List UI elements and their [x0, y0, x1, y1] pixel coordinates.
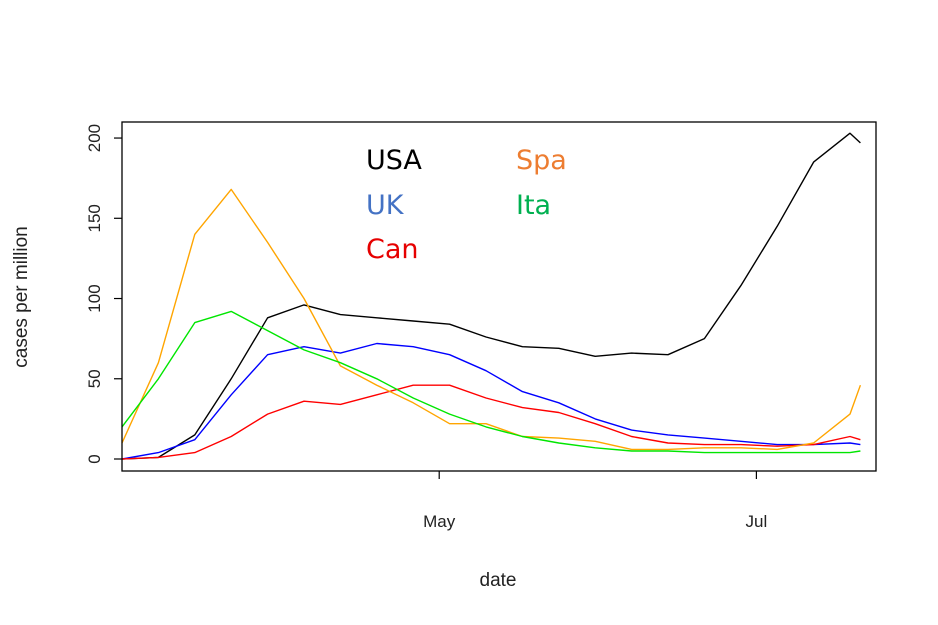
- x-axis-title: date: [480, 570, 517, 591]
- plot-frame: [121, 121, 877, 472]
- y-tick-label: 200: [85, 124, 104, 152]
- legend-label-spa: Spa: [516, 145, 567, 176]
- series-line-can: [121, 384, 861, 460]
- y-axis-title: cases per million: [11, 226, 32, 368]
- y-tick-label: 0: [85, 454, 104, 463]
- series-line-ita: [121, 310, 861, 454]
- y-tick-label: 50: [85, 369, 104, 388]
- x-tick-label-may: May: [423, 512, 456, 531]
- y-tick-label: 100: [85, 284, 104, 312]
- series-line-uk: [121, 342, 861, 460]
- series-layer: [121, 132, 862, 460]
- legend: USA UK Can Spa Ita: [366, 145, 567, 265]
- x-tick-label-jul: Jul: [746, 512, 768, 531]
- y-tick-label: 150: [85, 204, 104, 232]
- series-line-usa: [121, 132, 861, 460]
- legend-label-usa: USA: [366, 145, 422, 176]
- series-line-spa: [121, 188, 862, 451]
- axis-layer: 0 50 100 150 200 May Jul: [85, 124, 767, 531]
- legend-label-can: Can: [366, 234, 419, 265]
- legend-label-ita: Ita: [516, 190, 551, 221]
- legend-label-uk: UK: [366, 190, 405, 221]
